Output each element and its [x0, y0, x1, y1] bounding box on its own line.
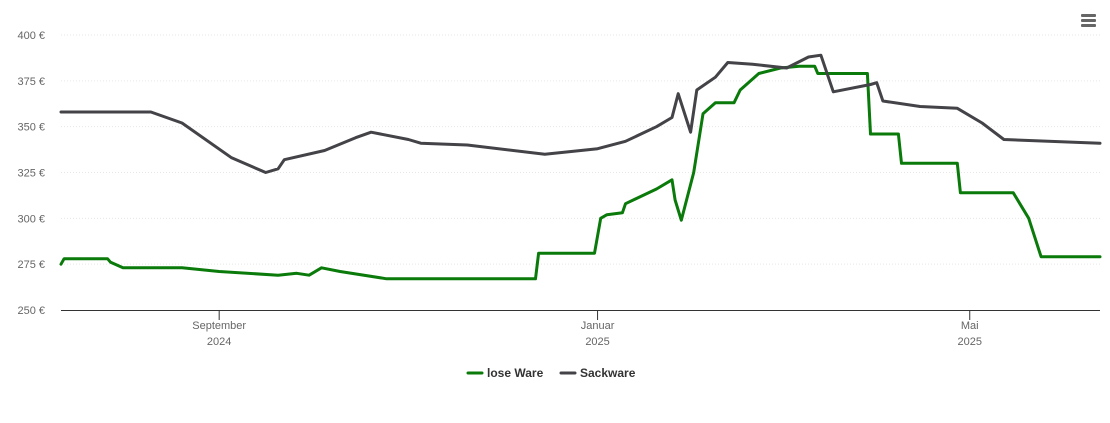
- legend-item-sackware[interactable]: Sackware: [559, 366, 636, 380]
- y-tick-label: 400 €: [17, 30, 45, 42]
- series-line-sackware: [59, 53, 1102, 174]
- x-tick-label-month: Januar: [581, 320, 615, 332]
- hamburger-menu-icon[interactable]: [1078, 10, 1100, 32]
- y-tick-label: 275 €: [17, 259, 45, 271]
- legend-label: lose Ware: [487, 366, 544, 380]
- y-tick-label: 300 €: [17, 213, 45, 225]
- x-tick-label-year: 2025: [957, 336, 981, 348]
- y-tick-label: 375 €: [17, 76, 45, 88]
- legend-label: Sackware: [580, 366, 636, 380]
- x-tick-label-month: September: [192, 320, 246, 332]
- series-line-lose-ware: [59, 64, 1102, 281]
- legend-item-lose-ware[interactable]: lose Ware: [466, 366, 544, 380]
- y-tick-label: 325 €: [17, 168, 45, 180]
- y-tick-label: 250 €: [17, 305, 45, 317]
- x-tick-label-month: Mai: [961, 320, 979, 332]
- x-tick-label-year: 2025: [585, 336, 609, 348]
- y-tick-label: 350 €: [17, 122, 45, 134]
- x-tick-label-year: 2024: [207, 336, 231, 348]
